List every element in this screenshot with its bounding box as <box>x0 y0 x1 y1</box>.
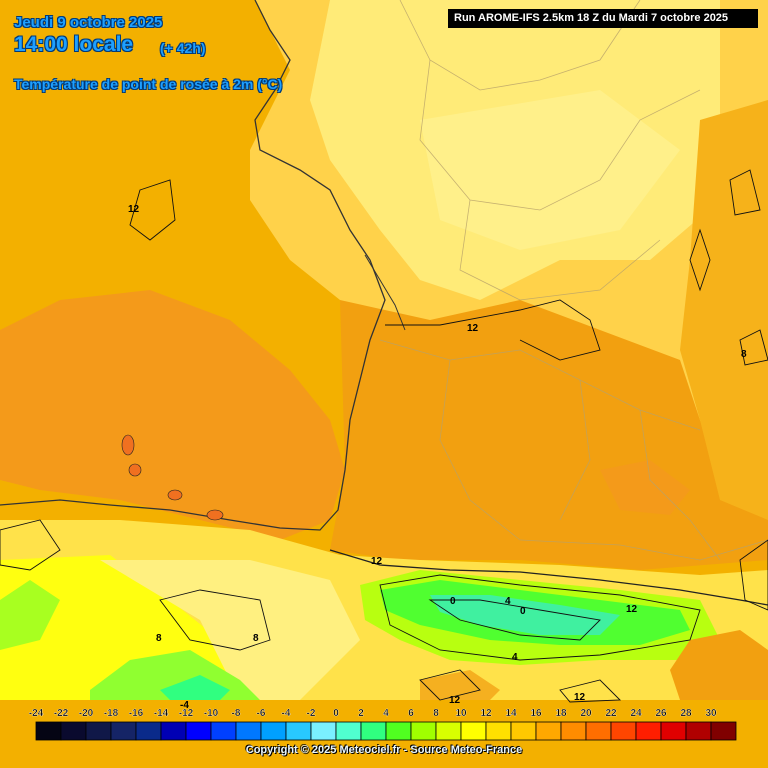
scale-color-box <box>485 721 512 741</box>
estuary-outline <box>364 254 406 331</box>
scale-color-box <box>610 721 637 741</box>
scale-tick-label: -12 <box>179 708 194 719</box>
scale-tick-label: 22 <box>605 708 617 719</box>
run-info-label: Run AROME-IFS 2.5km 18 Z du Mardi 7 octo… <box>448 9 758 28</box>
contour-label: -4 <box>180 700 189 711</box>
scale-tick-label: 12 <box>480 708 492 719</box>
contour-label: 8 <box>156 633 162 644</box>
warm-zone-biscay <box>0 290 345 540</box>
scale-tick-label: -24 <box>29 708 44 719</box>
warm-spots <box>121 434 224 521</box>
scale-tick-label: 4 <box>383 708 389 719</box>
scale-color-box <box>660 721 687 741</box>
scale-tick-label: -8 <box>232 708 241 719</box>
scale-tick-label: 20 <box>580 708 592 719</box>
scale-tick-label: -20 <box>79 708 94 719</box>
scale-color-box <box>635 721 662 741</box>
scale-color-box <box>360 721 387 741</box>
scale-tick-label: 6 <box>408 708 414 719</box>
scale-color-box <box>460 721 487 741</box>
scale-color-box <box>185 721 212 741</box>
scale-color-box <box>560 721 587 741</box>
pyrenees-core <box>430 595 620 635</box>
contour-label: 8 <box>253 633 259 644</box>
contour-label: 12 <box>128 204 140 215</box>
scale-tick-label: 2 <box>358 708 364 719</box>
scale-color-box <box>285 721 312 741</box>
contour-label: 12 <box>574 692 586 703</box>
scale-tick-label: 0 <box>333 708 339 719</box>
color-scale: -24 -22 -20 -18 -16 -14 -12 -10 -8 -6 -4 -2 0 2 4 6 8 10 1… <box>29 708 737 741</box>
warm-zone-east <box>680 100 768 520</box>
warm-patch-southeast <box>670 630 768 700</box>
scale-color-box <box>335 721 362 741</box>
scale-tick-label: -4 <box>282 708 291 719</box>
contour-label: 8 <box>741 349 747 360</box>
contour-label: 4 <box>505 596 511 607</box>
scale-tick-label: 26 <box>655 708 667 719</box>
scale-color-box <box>160 721 187 741</box>
scale-color-box <box>235 721 262 741</box>
copyright-text: Copyright © 2025 Meteociel.fr - Source M… <box>245 744 523 756</box>
scale-tick-label: -16 <box>129 708 144 719</box>
dry-patch-southwest-inner <box>160 675 230 700</box>
scale-color-box <box>535 721 562 741</box>
scale-tick-label: 30 <box>705 708 717 719</box>
scale-color-box <box>310 721 337 741</box>
scale-color-box <box>135 721 162 741</box>
contour-labels: 12 12 12 12 12 8 8 8 0 0 4 4 -4 12 <box>128 204 747 711</box>
forecast-date: Jeudi 9 octobre 2025 <box>14 14 163 31</box>
contour-label: 4 <box>512 652 518 663</box>
scale-color-boxes <box>35 721 737 741</box>
scale-color-box <box>585 721 612 741</box>
scale-tick-label: 8 <box>433 708 439 719</box>
scale-color-box <box>410 721 437 741</box>
scale-tick-label: 28 <box>680 708 692 719</box>
scale-tick-label: -6 <box>257 708 266 719</box>
contour-label: 0 <box>450 596 456 607</box>
scale-tick-label: 18 <box>555 708 567 719</box>
contour-lines <box>0 169 768 703</box>
scale-tick-label: -14 <box>154 708 169 719</box>
scale-color-box <box>435 721 462 741</box>
scale-color-box <box>210 721 237 741</box>
contour-label: 12 <box>467 323 479 334</box>
scale-color-box <box>110 721 137 741</box>
scale-color-box <box>260 721 287 741</box>
scale-tick-label: 16 <box>530 708 542 719</box>
scale-tick-label: -2 <box>307 708 316 719</box>
department-borders <box>379 0 768 561</box>
contour-label: 12 <box>626 604 638 615</box>
warm-patch-south <box>420 670 500 700</box>
scale-color-box <box>510 721 537 741</box>
scale-tick-label: 10 <box>455 708 467 719</box>
land-pale-patch <box>420 90 680 250</box>
scale-color-box <box>710 721 737 741</box>
warm-patch-east <box>600 460 690 515</box>
land-spain-pale <box>100 560 360 700</box>
dry-patch-west <box>0 580 60 650</box>
forecast-lead-time: (+ 42h) <box>160 40 206 56</box>
scale-tick-label: 14 <box>505 708 517 719</box>
scale-color-box <box>85 721 112 741</box>
scale-tick-label: -22 <box>54 708 69 719</box>
contour-label: 12 <box>449 695 461 706</box>
forecast-time: 14:00 locale <box>14 33 134 56</box>
scale-color-box <box>385 721 412 741</box>
scale-color-box <box>35 721 62 741</box>
scale-color-box <box>685 721 712 741</box>
scale-tick-label: -10 <box>204 708 219 719</box>
parameter-title: Température de point de rosée à 2m (°C) <box>14 76 283 92</box>
scale-color-box <box>60 721 87 741</box>
contour-label: 0 <box>520 606 526 617</box>
france-spain-border <box>329 549 768 606</box>
scale-tick-label: 24 <box>630 708 642 719</box>
scale-tick-labels: -24 -22 -20 -18 -16 -14 -12 -10 -8 -6 -4 -2 0 2 4 6 8 10 1… <box>29 708 718 719</box>
scale-tick-label: -18 <box>104 708 119 719</box>
contour-label: 12 <box>371 556 383 567</box>
